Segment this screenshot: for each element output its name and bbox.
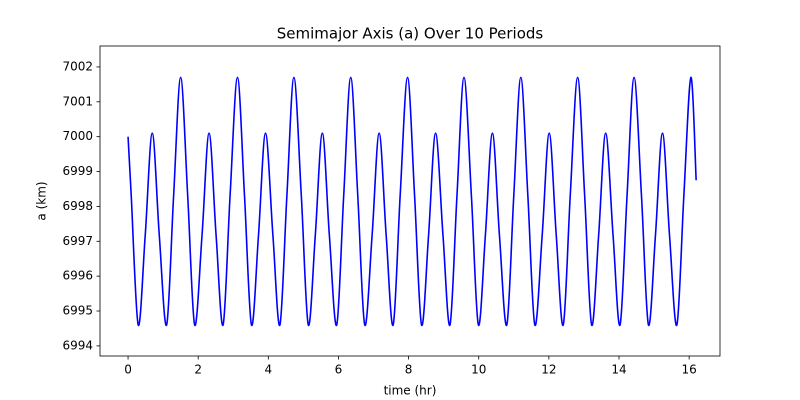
y-tick-label: 6997 <box>62 234 93 248</box>
y-tick-label: 6994 <box>62 338 93 352</box>
x-tick-label: 16 <box>681 363 696 377</box>
y-axis-label: a (km) <box>35 181 49 220</box>
x-tick-label: 8 <box>405 363 413 377</box>
x-axis-label: time (hr) <box>384 384 437 398</box>
x-tick-label: 12 <box>541 363 556 377</box>
x-tick-label: 14 <box>611 363 626 377</box>
data-line <box>127 76 697 326</box>
y-tick-label: 7000 <box>62 129 93 143</box>
y-tick-label: 7002 <box>62 59 93 73</box>
x-tick-label: 4 <box>265 363 273 377</box>
y-tick-label: 6995 <box>62 304 93 318</box>
x-tick-label: 6 <box>335 363 343 377</box>
y-tick-label: 7001 <box>62 94 93 108</box>
x-tick-label: 0 <box>124 363 132 377</box>
y-tick-label: 6996 <box>62 269 93 283</box>
y-tick-label: 6998 <box>62 199 93 213</box>
plot-frame <box>99 45 721 357</box>
x-tick-label: 2 <box>194 363 202 377</box>
x-tick-label: 10 <box>471 363 486 377</box>
chart-title: Semimajor Axis (a) Over 10 Periods <box>277 25 544 43</box>
y-tick-label: 6999 <box>62 164 93 178</box>
